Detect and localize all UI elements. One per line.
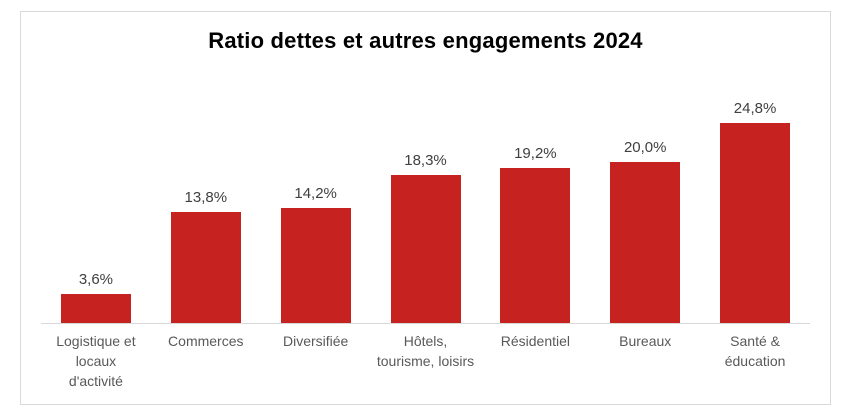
- category-label-text: Hôtels, tourisme, loisirs: [376, 333, 475, 369]
- bar: [280, 208, 351, 323]
- bar-data-label: 13,8%: [184, 189, 228, 206]
- plot-area: 3,6% 13,8% 14,2% 18,3% 19,2% 20,0% 24,8%: [41, 12, 810, 323]
- bar-data-label: 19,2%: [514, 145, 557, 162]
- category-label-text: Santé & éducation: [724, 333, 786, 369]
- bar-data-label: 3,6%: [78, 271, 114, 288]
- plot-column: 13,8%: [151, 12, 261, 323]
- x-axis-line: [41, 323, 810, 324]
- plot-column: 18,3%: [371, 12, 481, 323]
- bar: [500, 168, 571, 323]
- bar: [610, 162, 681, 323]
- category-label: Logistique et locaux d'activité: [41, 331, 151, 391]
- category-label: Bureaux: [590, 331, 700, 391]
- bar: [170, 212, 241, 323]
- bar-data-label: 14,2%: [294, 185, 337, 202]
- plot-column: 20,0%: [590, 12, 700, 323]
- bar-data-label: 24,8%: [733, 100, 777, 117]
- category-label: Résidentiel: [480, 331, 590, 391]
- chart-frame: Ratio dettes et autres engagements 2024 …: [20, 11, 831, 405]
- bar-data-label: 18,3%: [404, 152, 447, 169]
- category-label: Hôtels, tourisme, loisirs: [371, 331, 481, 391]
- category-label: Diversifiée: [261, 331, 371, 391]
- category-label-text: Commerces: [168, 333, 244, 349]
- category-label: Commerces: [151, 331, 261, 391]
- bar: [60, 294, 131, 323]
- bar-data-label: 20,0%: [623, 139, 667, 156]
- plot-column: 24,8%: [700, 12, 810, 323]
- x-axis-labels: Logistique et locaux d'activité Commerces…: [41, 331, 810, 391]
- category-label: Santé & éducation: [700, 331, 810, 391]
- plot-column: 19,2%: [480, 12, 590, 323]
- plot-column: 3,6%: [41, 12, 151, 323]
- category-label-text: Résidentiel: [500, 333, 570, 349]
- plot-column: 14,2%: [261, 12, 371, 323]
- bar: [720, 123, 791, 323]
- category-label-text: Bureaux: [619, 333, 672, 349]
- bar: [390, 175, 461, 323]
- category-label-text: Diversifiée: [282, 333, 349, 349]
- chart-title: Ratio dettes et autres engagements 2024: [208, 28, 643, 53]
- category-label-text: Logistique et locaux d'activité: [56, 333, 136, 389]
